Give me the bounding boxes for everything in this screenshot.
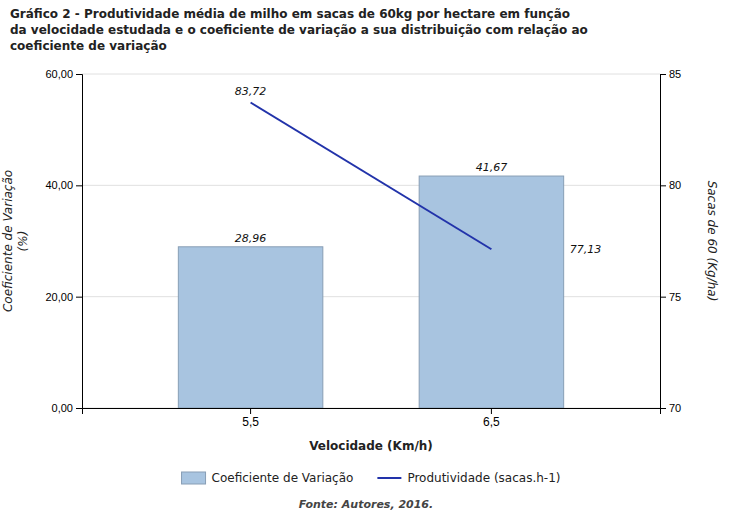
tick-label: 75 (669, 291, 681, 303)
data-label: 41,67 (476, 161, 508, 174)
plot: 28,96 41,67 83,72 77,13 5,5 6,5 0,00 20,00 40,00… (1, 68, 719, 453)
tick: 0,00 (52, 402, 82, 414)
tick-mark (660, 408, 666, 409)
tick: 5,5 (242, 408, 259, 429)
tick-mark (76, 185, 82, 186)
tick-label: 20,00 (45, 291, 73, 303)
data-label: 77,13 (570, 243, 602, 256)
tick: 75 (660, 291, 681, 303)
axis-line (83, 409, 661, 415)
tick-label: 70 (669, 402, 681, 414)
tick: 40,00 (45, 179, 82, 191)
tick: 6,5 (483, 408, 500, 429)
tick-label: 0,00 (52, 402, 73, 414)
data-label: 83,72 (235, 85, 266, 98)
y-axis: 0,00 20,00 40,00 60,00 (45, 68, 82, 414)
legend: Coeficiente de Variação Produtividade (sa… (182, 471, 561, 485)
x-axis: 5,5 6,5 (83, 408, 661, 429)
legend-item: Coeficiente de Variação (182, 471, 354, 485)
title: Gráfico 2 - Produtividade média de milho… (10, 7, 588, 53)
tick-mark (76, 74, 82, 75)
chart: Gráfico 2 - Produtividade média de milho… (0, 0, 732, 520)
line (251, 103, 492, 250)
grid-line (82, 296, 660, 297)
y2-axis: 70 75 80 85 (660, 68, 681, 414)
grid-line (82, 74, 660, 75)
title-line: Gráfico 2 - Produtividade média de milho… (10, 7, 570, 21)
title-line: da velocidade estudada e o coeficiente d… (10, 23, 588, 37)
tick-mark (76, 297, 82, 298)
tick: 20,00 (45, 291, 82, 303)
y-axis-title-line: Coeficiente de Variação (1, 170, 15, 312)
legend-label: Coeficiente de Variação (212, 471, 354, 485)
axis-line (76, 75, 83, 409)
axis-line (661, 75, 667, 409)
tick-mark (660, 185, 666, 186)
y2-axis-title: Sacas de 60 (Kg/ha) (705, 181, 719, 302)
legend-swatch (182, 472, 206, 484)
tick-label: 60,00 (45, 68, 73, 80)
tick-label: 6,5 (483, 415, 500, 429)
tick: 60,00 (45, 68, 82, 80)
grid-line (82, 185, 660, 186)
bar (419, 176, 563, 408)
data-label: 28,96 (235, 232, 266, 245)
tick-mark (250, 408, 251, 414)
tick-label: 5,5 (242, 415, 259, 429)
y-axis-title: Coeficiente de Variação(%) (1, 170, 30, 312)
legend-label: Produtividade (sacas.h-1) (407, 471, 560, 485)
tick-label: 40,00 (45, 179, 73, 191)
x-axis-title: Velocidade (Km/h) (309, 439, 433, 453)
tick: 80 (660, 179, 681, 191)
y-axis-title-line: (%) (16, 231, 30, 252)
tick-mark (491, 408, 492, 414)
tick-mark (660, 297, 666, 298)
grid (82, 74, 660, 408)
tick-label: 80 (669, 179, 681, 191)
annotation: Fonte: Autores, 2016. (299, 498, 433, 511)
tick-mark (76, 408, 82, 409)
legend-swatch (377, 477, 401, 479)
tick-label: 85 (669, 68, 681, 80)
tick: 85 (660, 68, 681, 80)
legend-item: Produtividade (sacas.h-1) (377, 471, 560, 485)
data-labels: 28,96 41,67 83,72 77,13 (235, 85, 601, 257)
tick: 70 (660, 402, 681, 414)
tick-mark (660, 74, 666, 75)
marks (178, 103, 563, 408)
bar (178, 247, 323, 408)
title-line: coeficiente de variação (10, 39, 167, 53)
